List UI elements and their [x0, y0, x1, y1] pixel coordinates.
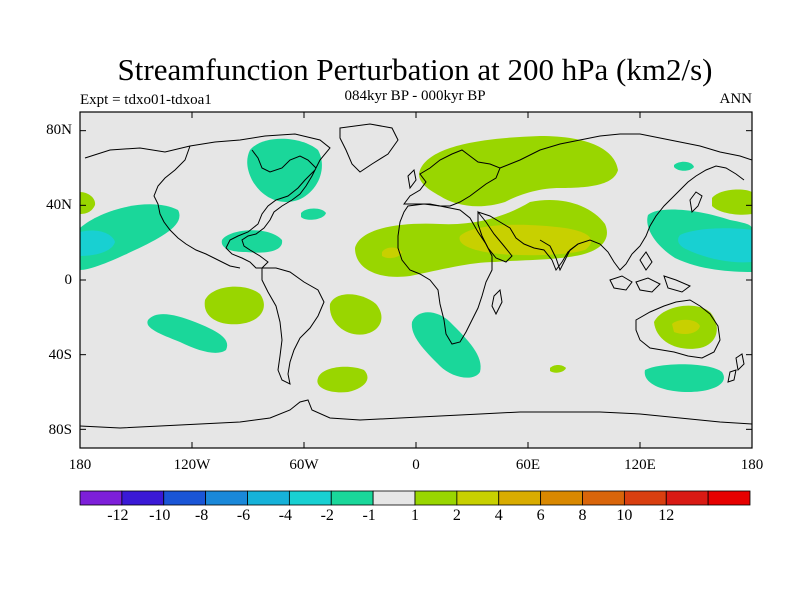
map-ticks	[79, 112, 753, 448]
x-tick-0: 0	[412, 457, 420, 473]
region-south-atlantic-mid	[317, 366, 368, 393]
y-tick-0: 0	[64, 272, 73, 288]
region-sahara-spot	[382, 247, 402, 259]
colorbar-label-10: 6	[536, 507, 545, 524]
season-label: ANN	[719, 91, 753, 107]
region-south-indian-ocean	[644, 364, 724, 392]
region-east-pacific-ne	[80, 204, 180, 270]
coast-new-zealand	[727, 353, 745, 383]
colorbar-label-12: 10	[616, 507, 633, 524]
plot-title: Streamfunction Perturbation at 200 hPa (…	[117, 52, 713, 87]
colorbar-swatch-10	[498, 490, 542, 506]
x-tick-120w: 120W	[173, 457, 211, 473]
coast-southeast-asia-islands	[609, 251, 691, 293]
colorbar-label-6: -1	[362, 507, 376, 524]
colorbar-label-11: 8	[578, 507, 587, 524]
colorbar-label-9: 4	[494, 507, 503, 524]
region-eurasia-north	[419, 136, 618, 207]
x-tick-180w: 180	[68, 457, 92, 473]
coast-arabia	[477, 210, 513, 263]
coast-europe	[403, 149, 501, 207]
region-north-atlantic-west	[247, 138, 322, 202]
colorbar-swatch-14	[665, 490, 709, 506]
coast-asia	[477, 133, 752, 272]
colorbar-swatch-12	[582, 490, 625, 506]
colorbar-swatch-3	[205, 490, 248, 506]
colorbar-label-8: 2	[452, 507, 461, 524]
coast-africa	[397, 203, 493, 345]
coastlines	[80, 123, 752, 429]
region-south-pacific-mid	[204, 286, 264, 325]
colorbar-swatch-15	[707, 490, 751, 506]
x-tick-60w: 60W	[289, 457, 319, 473]
colorbar-swatch-0	[79, 490, 123, 506]
region-north-pacific-east	[712, 189, 752, 215]
region-central-atlantic-small	[301, 208, 326, 220]
region-east-asia-pacific-core	[678, 228, 752, 263]
colorbar-swatch-7	[372, 490, 416, 506]
y-tick-40n: 40N	[46, 197, 72, 213]
region-south-atlantic-east	[329, 294, 382, 335]
coast-antarctica	[80, 399, 752, 429]
colorbar-label-7: 1	[411, 507, 419, 524]
colorbar-swatch-11	[540, 490, 583, 506]
region-south-pacific-band	[147, 314, 228, 353]
x-tick-180e: 180	[740, 457, 764, 473]
colorbar-label-13: 12	[658, 507, 675, 524]
coast-south-america	[261, 267, 325, 385]
colorbar-label-3: -6	[236, 507, 251, 524]
x-tick-60e: 60E	[515, 457, 541, 473]
region-japan-small	[674, 161, 694, 171]
coast-japan	[689, 191, 703, 214]
colorbar-swatch-4	[247, 490, 290, 506]
colorbar-label-1: -10	[149, 507, 171, 524]
colorbar-swatch-5	[288, 490, 332, 506]
region-australia-core	[672, 319, 700, 334]
colorbar-swatch-8	[414, 490, 458, 506]
plot-subtitle: 084kyr BP - 000kyr BP	[344, 88, 486, 104]
y-tick-40s: 40S	[48, 347, 72, 363]
coast-north-america	[84, 133, 331, 269]
colorbar-swatch-1	[121, 490, 165, 506]
map-background	[80, 112, 752, 448]
colorbar-swatch-13	[623, 490, 667, 506]
colorbar-label-4: -4	[278, 507, 293, 524]
y-tick-80n: 80N	[46, 122, 72, 138]
x-tick-120e: 120E	[624, 457, 656, 473]
colorbar	[79, 490, 751, 506]
colorbar-swatch-2	[163, 490, 207, 506]
coast-australia	[635, 299, 721, 359]
colorbar-label-5: -2	[320, 507, 334, 524]
coast-british-isles	[407, 168, 417, 190]
colorbar-label-0: -12	[107, 507, 129, 524]
colorbar-label-2: -8	[194, 507, 209, 524]
region-east-pacific-core	[80, 230, 115, 256]
coast-madagascar	[491, 288, 503, 316]
y-tick-80s: 80S	[48, 422, 72, 438]
region-caribbean	[221, 230, 283, 253]
coast-india	[539, 239, 579, 272]
experiment-label: Expt = tdxo01-tdxoa1	[80, 92, 212, 108]
colorbar-swatch-6	[330, 490, 374, 506]
colorbar-swatch-9	[456, 490, 500, 506]
region-south-atlantic-africa	[411, 312, 481, 378]
coast-greenland	[339, 123, 399, 173]
region-north-atlantic-far-west	[80, 192, 96, 214]
region-indian-ocean-spot	[550, 365, 566, 373]
